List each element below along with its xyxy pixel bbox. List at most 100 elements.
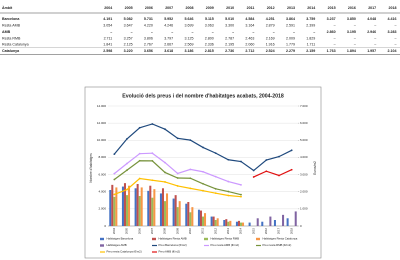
column-header: 2011	[247, 6, 255, 10]
price-point	[240, 160, 242, 163]
price-point	[176, 185, 179, 187]
row-label: Resta Catalunya	[2, 42, 29, 46]
cell: –	[374, 42, 376, 46]
cell: –	[273, 30, 275, 34]
bar	[138, 196, 141, 226]
legend-swatch	[100, 237, 104, 241]
cell: 2.860	[327, 30, 336, 34]
price-point	[164, 181, 166, 183]
column-header: 2008	[186, 6, 194, 10]
cell: –	[395, 36, 397, 40]
cell: 5.731	[144, 17, 153, 21]
cell: –	[354, 23, 356, 27]
cell: 2.399	[306, 23, 315, 27]
cell: 5.010	[225, 17, 234, 21]
y-tick-label: 0	[104, 224, 106, 228]
cell: 2.800	[205, 36, 214, 40]
x-tick-label: 2011	[201, 228, 205, 234]
cell: –	[374, 23, 376, 27]
cell: –	[151, 30, 153, 34]
bar	[151, 197, 154, 226]
column-header: 2015	[328, 6, 336, 10]
x-tick-label: 2006	[137, 227, 141, 234]
cell: –	[334, 42, 336, 46]
y2-tick-label: 4.000	[300, 155, 308, 159]
cell: 2.195	[225, 42, 234, 46]
cell: 2.591	[286, 23, 295, 27]
bar	[140, 187, 143, 226]
cell: 3.647	[124, 23, 133, 27]
price-point	[138, 177, 141, 180]
x-tick-label: 2016	[264, 227, 268, 234]
column-header: 2014	[307, 6, 315, 10]
price-point	[151, 123, 154, 125]
bar	[174, 195, 177, 226]
legend-swatch	[256, 237, 260, 241]
cell: 3.699	[185, 23, 194, 27]
cell: –	[171, 30, 173, 34]
row-label: Resta RMB	[2, 36, 21, 40]
legend-label: Preu resta RMB (€/m2)	[263, 243, 292, 247]
cell: 3.759	[306, 17, 315, 21]
price-point	[189, 168, 192, 171]
x-tick-label: 2014	[239, 227, 243, 234]
cell: –	[293, 30, 295, 34]
bar	[149, 185, 152, 226]
y2-tick-label: 5.000	[300, 138, 308, 142]
y-tick-label: 4.000	[98, 190, 106, 194]
bar	[199, 210, 202, 226]
cell: 2.104	[388, 49, 397, 53]
cell: 2.712	[245, 49, 254, 53]
cell: –	[354, 36, 356, 40]
price-point	[202, 146, 204, 149]
row-label: Resta AMB	[2, 23, 21, 27]
y-tick-label: 8.000	[98, 155, 106, 159]
bar	[161, 188, 164, 226]
cell: 2.125	[124, 42, 133, 46]
price-point	[126, 169, 128, 172]
bar	[115, 187, 118, 226]
price-point	[214, 152, 217, 155]
price-point	[265, 170, 268, 173]
y2-tick-label: 6.000	[300, 121, 308, 125]
cell: 1.779	[286, 42, 295, 46]
price-point	[164, 128, 166, 131]
cell: 5.115	[205, 17, 214, 21]
price-point	[113, 193, 116, 196]
price-point	[214, 187, 217, 190]
bar	[229, 220, 232, 226]
column-header: Àmbit	[2, 5, 13, 10]
price-point	[214, 175, 217, 178]
legend-swatch	[100, 244, 104, 247]
price-point	[113, 153, 116, 156]
bar	[128, 185, 131, 226]
cell: –	[313, 30, 315, 34]
cell: 2.463	[245, 36, 254, 40]
legend-label: Habitatges Barcelona	[107, 237, 134, 241]
bar	[166, 193, 169, 226]
bar	[286, 218, 289, 226]
cell: 3.237	[327, 17, 336, 21]
cell: 2.767	[144, 42, 153, 46]
bar	[185, 203, 188, 226]
y2-tick-label: 3.000	[300, 172, 308, 176]
bar	[214, 220, 217, 226]
price-point	[164, 171, 166, 174]
cell: 1.711	[307, 42, 316, 46]
price-point	[126, 162, 128, 165]
cell: 3.656	[144, 49, 153, 53]
bar	[212, 216, 215, 226]
bar	[237, 220, 240, 226]
price-point	[138, 152, 141, 155]
cell: 2.009	[286, 36, 295, 40]
price-point	[252, 169, 255, 172]
bar	[216, 218, 219, 226]
bar	[210, 216, 213, 226]
bar	[227, 221, 230, 226]
cell: 2.879	[266, 23, 275, 27]
cell: 3.797	[164, 36, 173, 40]
bar	[147, 190, 150, 226]
chart-title: Evolució dels preus i del nombre d'habit…	[122, 93, 284, 99]
y2-tick-label: 0	[300, 224, 302, 228]
column-header: 2013	[287, 6, 295, 10]
